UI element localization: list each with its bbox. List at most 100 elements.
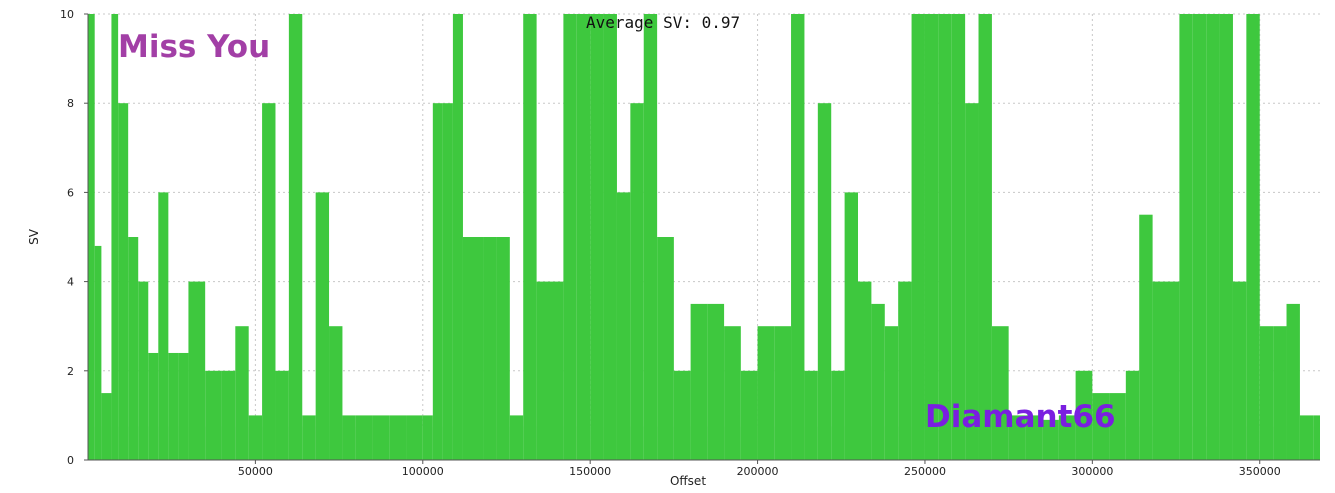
data-bar-73 [1058, 415, 1076, 460]
data-bar-43 [616, 192, 631, 460]
x-tick-label-4: 250000 [904, 465, 946, 478]
data-bar-30 [452, 14, 463, 460]
data-bar-18 [288, 14, 303, 460]
x-tick-label-6: 350000 [1239, 465, 1281, 478]
data-bar-7 [148, 352, 159, 460]
data-bar-2 [101, 393, 112, 460]
y-axis-title: SV [27, 228, 41, 245]
data-bar-74 [1075, 370, 1093, 460]
data-bar-11 [188, 281, 206, 460]
y-tick-label-4: 8 [67, 97, 74, 110]
x-tick-label-3: 200000 [737, 465, 779, 478]
data-bar-71 [1025, 415, 1043, 460]
data-bar-56 [817, 103, 832, 460]
data-bar-8 [158, 192, 169, 460]
data-bar-70 [1008, 415, 1026, 460]
data-bar-91 [1313, 415, 1320, 460]
data-bar-39 [563, 14, 577, 460]
data-bar-62 [898, 281, 912, 460]
data-bar-64 [924, 14, 939, 460]
data-bar-33 [483, 237, 497, 460]
y-ticks: 0 2 4 6 8 10 [60, 8, 88, 467]
data-bar-63 [911, 14, 925, 460]
data-bar-45 [643, 14, 658, 460]
data-bar-5 [128, 237, 139, 460]
data-bar-13 [221, 370, 236, 460]
data-bar-50 [724, 326, 741, 460]
data-bar-36 [523, 14, 537, 460]
watermark-diamant66: Diamant66 [925, 399, 1116, 435]
data-bar-83 [1206, 14, 1220, 460]
data-bar-46 [657, 237, 674, 460]
data-series [88, 14, 1320, 460]
data-bar-48 [690, 303, 708, 460]
data-bar-9 [168, 352, 179, 460]
data-bar-16 [262, 103, 276, 460]
x-tick-label-2: 150000 [569, 465, 611, 478]
y-tick-label-2: 4 [67, 276, 74, 289]
watermark-miss-you: Miss You [118, 29, 270, 65]
data-bar-55 [804, 370, 818, 460]
data-bar-87 [1259, 326, 1274, 460]
data-bar-76 [1109, 393, 1126, 460]
data-bar-66 [951, 14, 966, 460]
data-bar-80 [1166, 281, 1180, 460]
data-bar-12 [205, 370, 222, 460]
data-bar-89 [1286, 303, 1300, 460]
data-bar-44 [630, 103, 644, 460]
data-bar-85 [1232, 281, 1247, 460]
data-bar-79 [1152, 281, 1166, 460]
y-tick-label-5: 10 [60, 8, 74, 21]
data-bar-22 [342, 415, 356, 460]
data-bar-31 [462, 237, 473, 460]
data-bar-65 [938, 14, 952, 460]
data-bar-26 [406, 415, 423, 460]
y-tick-label-0: 0 [67, 454, 74, 467]
data-bar-47 [673, 370, 691, 460]
data-bar-57 [831, 370, 845, 460]
data-bar-75 [1092, 393, 1110, 460]
x-ticks: 50000 100000 150000 200000 250000 300000 35000… [238, 460, 1281, 478]
data-bar-24 [372, 415, 390, 460]
data-bar-25 [389, 415, 407, 460]
data-bar-14 [235, 326, 249, 460]
data-bar-78 [1139, 214, 1153, 460]
data-bar-68 [978, 14, 992, 460]
x-tick-label-5: 300000 [1071, 465, 1113, 478]
chart-title: Average SV: 0.97 [586, 13, 740, 32]
data-bar-29 [442, 103, 453, 460]
data-bar-81 [1179, 14, 1193, 460]
data-bar-20 [315, 192, 330, 460]
data-bar-88 [1273, 326, 1287, 460]
data-bar-41 [590, 14, 604, 460]
data-bar-82 [1192, 14, 1207, 460]
data-bar-4 [118, 103, 129, 460]
data-bar-27 [422, 415, 433, 460]
data-bar-53 [774, 326, 792, 460]
data-bar-23 [355, 415, 373, 460]
data-bar-38 [550, 281, 564, 460]
data-bar-72 [1042, 419, 1059, 460]
data-bar-3 [111, 14, 119, 460]
data-bar-37 [536, 281, 550, 460]
data-bar-69 [991, 326, 1009, 460]
data-bar-17 [275, 370, 289, 460]
data-bar-60 [871, 303, 885, 460]
data-bar-49 [707, 303, 725, 460]
data-bar-6 [138, 281, 149, 460]
data-bar-21 [329, 326, 343, 460]
x-tick-label-1: 100000 [402, 465, 444, 478]
data-bar-10 [178, 352, 189, 460]
data-bar-67 [965, 103, 979, 460]
y-tick-label-3: 6 [67, 186, 74, 199]
data-bar-1 [94, 245, 102, 460]
y-tick-label-1: 2 [67, 365, 74, 378]
data-bar-0 [88, 14, 95, 460]
data-bar-32 [473, 237, 484, 460]
data-bar-19 [302, 415, 316, 460]
data-bar-40 [576, 14, 591, 460]
data-bar-42 [603, 14, 617, 460]
data-bar-28 [432, 103, 443, 460]
data-bar-61 [884, 326, 899, 460]
